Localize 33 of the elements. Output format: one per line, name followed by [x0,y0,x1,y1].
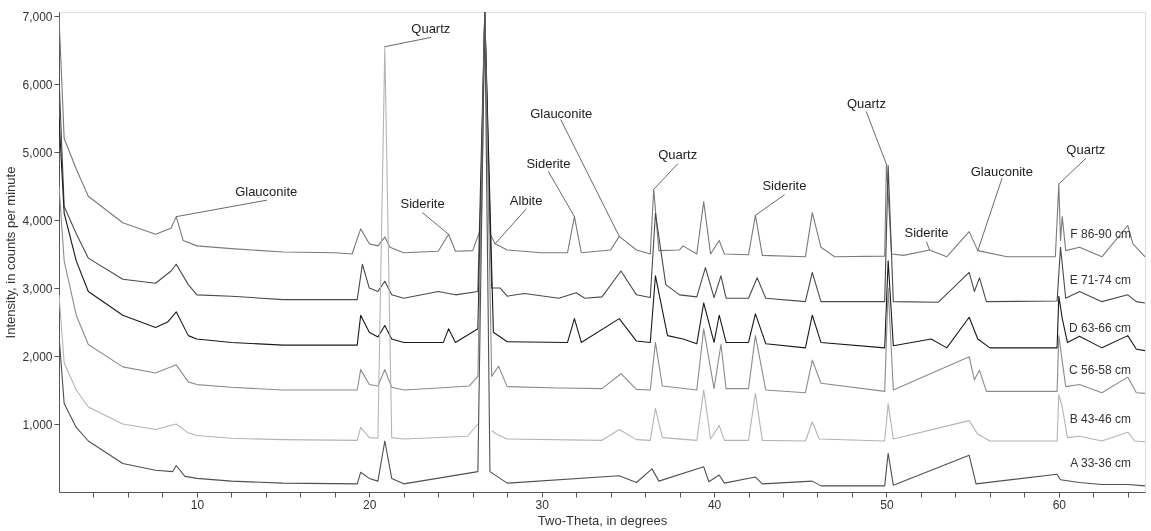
annotation: Quartz [411,20,451,36]
annotation: Glauconite [530,106,593,122]
y-tick-label: 5,000 [22,145,53,160]
x-tick-label: 10 [190,497,205,512]
series-label: C 56-58 cm [1068,363,1131,378]
annotation: Siderite [904,224,949,240]
y-tick-label: 2,000 [22,349,53,364]
annotation: Quartz [1066,142,1106,158]
y-tick-label: 7,000 [22,9,53,24]
annotation: Siderite [400,196,445,212]
x-tick-label: 20 [363,497,377,512]
series-label: D 63-66 cm [1068,320,1131,335]
x-tick-label: 30 [535,497,550,512]
annotation: Quartz [846,96,886,112]
series-label: F 86-90 cm [1070,226,1131,241]
annotation: Siderite [526,155,571,171]
annotation: Glauconite [970,163,1033,179]
annotation: Quartz [658,147,698,163]
x-axis-title: Two-Theta, in degrees [537,512,668,528]
series-label: B 43-46 cm [1069,411,1131,426]
annotation: Albite [509,192,543,208]
series-label: A 33-36 cm [1070,455,1131,470]
y-tick-label: 1,000 [22,417,53,432]
x-tick-label: 50 [880,497,894,512]
y-tick-label: 3,000 [22,281,53,296]
y-tick-label: 4,000 [22,213,53,228]
x-tick-label: 60 [1052,497,1067,512]
y-axis-title: Intensity, in counts per minute [3,166,19,339]
y-tick-label: 6,000 [22,77,53,92]
series-label: E 71-74 cm [1069,272,1131,287]
x-tick-label: 40 [707,497,722,512]
annotation: Siderite [762,178,807,194]
annotation: Glauconite [235,183,298,199]
